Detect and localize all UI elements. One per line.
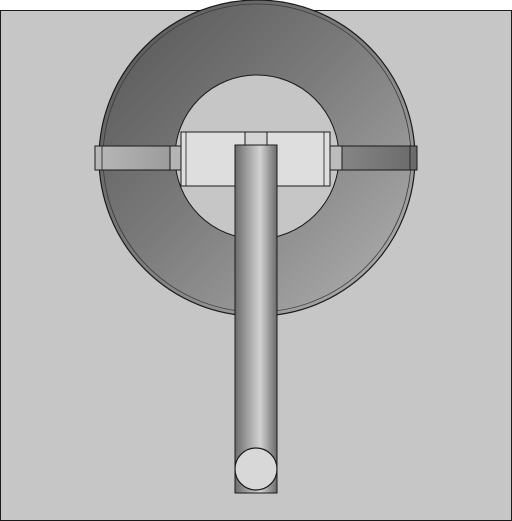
shaft-end-bore xyxy=(234,447,278,491)
shaft xyxy=(234,144,278,494)
